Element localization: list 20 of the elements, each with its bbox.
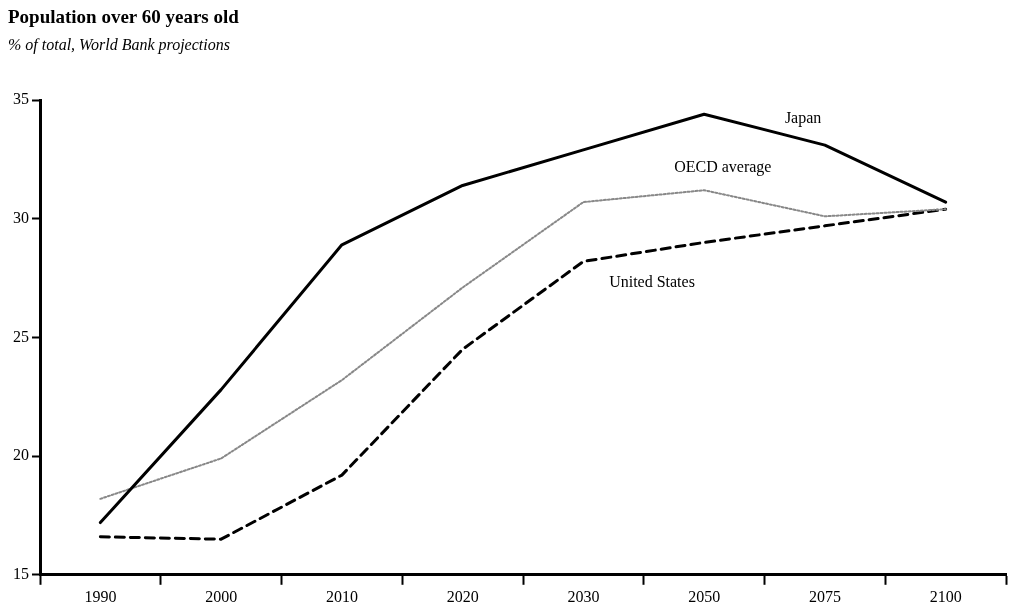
- x-tick-label: 2050: [688, 587, 721, 605]
- line-series: [99, 189, 947, 500]
- x-tick-label: 2100: [929, 587, 962, 605]
- chart-subtitle: % of total, World Bank projections: [8, 36, 230, 54]
- series-label: Japan: [784, 109, 822, 128]
- x-tick-label: 2010: [325, 587, 358, 605]
- y-tick-label: 20: [13, 446, 29, 464]
- y-tick-label: 25: [13, 327, 29, 345]
- x-tick-label: 2030: [567, 587, 600, 605]
- x-tick-label: 2000: [205, 587, 238, 605]
- y-tick-label: 15: [13, 565, 29, 582]
- series-label: OECD average: [674, 158, 772, 177]
- y-tick-label: 35: [13, 90, 29, 108]
- line-series: [98, 207, 948, 541]
- y-tick-label: 30: [13, 208, 29, 226]
- x-tick-label: 2075: [808, 587, 841, 605]
- series-label: United States: [609, 272, 695, 290]
- chart-title: Population over 60 years old: [8, 6, 239, 28]
- x-tick-label: 2020: [446, 587, 479, 605]
- x-tick-label: 1990: [84, 587, 117, 605]
